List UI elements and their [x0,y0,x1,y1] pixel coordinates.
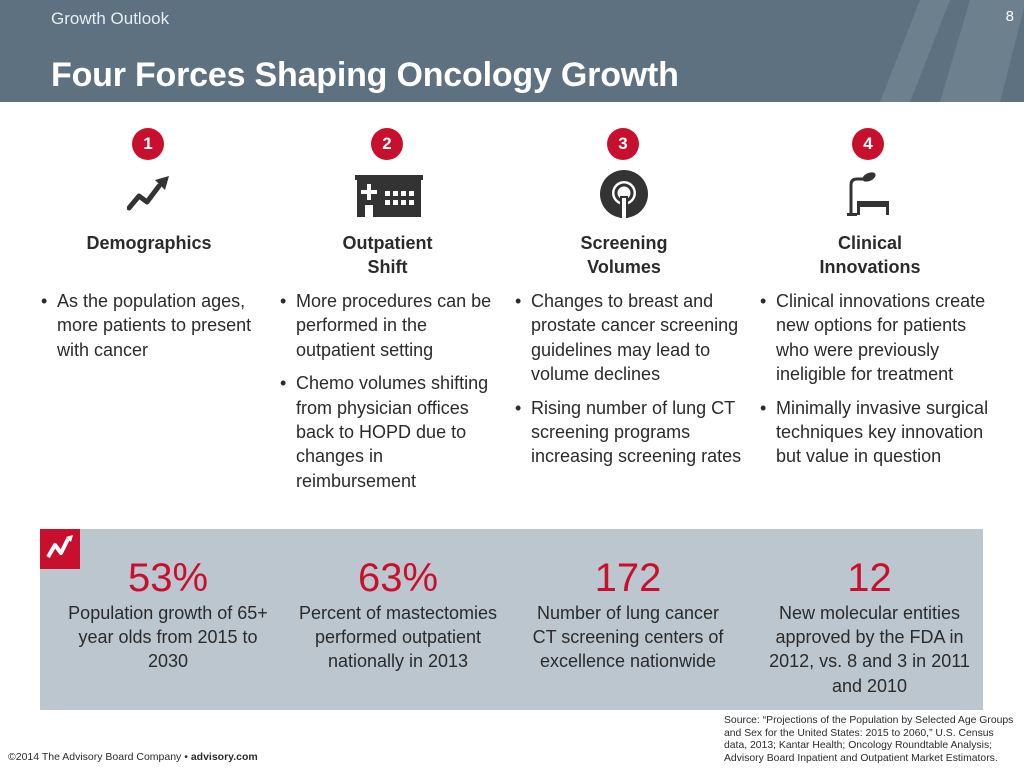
stat-card: 172 Number of lung cancer CT screening c… [528,555,728,674]
force-bullets: More procedures can be performed in the … [277,289,505,502]
brand-chevron-icon [880,0,1024,102]
footer-site-link[interactable]: advisory.com [190,751,258,763]
stats-panel [40,529,983,710]
force-column-screening-volumes: 3 Screening Volumes Changes to breast an… [510,128,746,523]
ct-scanner-icon [600,170,648,218]
stat-value: 63% [357,556,439,600]
force-number-badge: 3 [607,128,639,160]
copyright-text: ©2014 The Advisory Board Company • [8,751,191,763]
stat-card: 53% Population growth of 65+ year olds f… [68,555,268,674]
force-number-badge: 4 [852,128,884,160]
trend-up-icon [127,176,169,211]
list-item: Minimally invasive surgical techniques k… [757,396,993,469]
list-item: Chemo volumes shifting from physician of… [277,371,505,493]
force-column-clinical-innovations: 4 Clinical Innovations Clinical innovati… [755,128,995,523]
list-item: Clinical innovations create new options … [757,289,993,387]
surgical-table-icon [847,172,889,216]
force-title: Outpatient Shift [342,233,433,277]
page-title: Four Forces Shaping Oncology Growth [51,56,679,94]
force-bullets: Changes to breast and prostate cancer sc… [512,289,746,478]
stat-card: 12 New molecular entities approved by th… [762,555,977,698]
force-title: Screening Volumes [580,233,668,277]
force-title: Demographics [86,233,212,253]
force-bullets: Clinical innovations create new options … [757,289,993,478]
page-number: 8 [1005,8,1014,25]
list-item: Changes to breast and prostate cancer sc… [512,289,746,387]
list-item: More procedures can be performed in the … [277,289,505,362]
hospital-icon [355,175,423,217]
force-column-demographics: 1 Demographics As the population ages, m… [35,128,275,523]
source-note: Source: “Projections of the Population b… [724,715,1014,764]
stat-description: New molecular entities approved by the F… [769,603,970,696]
list-item: As the population ages, more patients to… [38,289,270,362]
force-title: Clinical Innovations [819,233,921,277]
list-item: Rising number of lung CT screening progr… [512,396,746,469]
trend-zigzag-icon [46,535,73,559]
footer: ©2014 The Advisory Board Company • advis… [8,751,258,763]
force-number-badge: 2 [371,128,403,160]
stat-card: 63% Percent of mastectomies performed ou… [298,555,498,674]
force-bullets: As the population ages, more patients to… [38,289,270,371]
stats-corner-badge [40,529,80,569]
stat-description: Number of lung cancer CT screening cente… [532,603,724,672]
slide-header: Growth Outlook Four Forces Shaping Oncol… [0,0,1024,102]
stat-description: Population growth of 65+ year olds from … [68,603,268,672]
stat-value: 53% [127,556,209,600]
section-label: Growth Outlook [51,9,170,28]
stat-description: Percent of mastectomies performed outpat… [298,603,498,672]
stat-value: 172 [594,556,662,600]
force-number-badge: 1 [132,128,164,160]
stat-value: 12 [847,556,892,600]
force-column-outpatient-shift: 2 Outpatient Shift More procedures can b… [275,128,505,523]
